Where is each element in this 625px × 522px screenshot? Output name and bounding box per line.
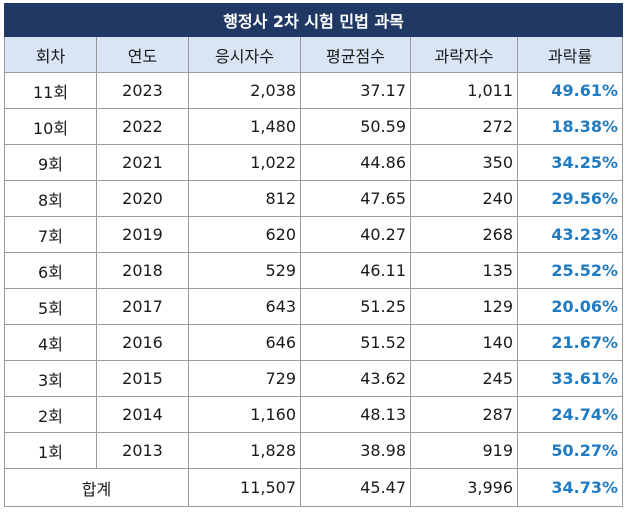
cell-fails: 272 bbox=[410, 108, 518, 145]
cell-average: 40.27 bbox=[300, 216, 411, 253]
cell-fails: 919 bbox=[410, 432, 518, 469]
cell-fail-rate: 25.52% bbox=[516, 252, 624, 289]
total-applicants: 11,507 bbox=[188, 468, 301, 507]
cell-fail-rate: 43.23% bbox=[516, 216, 624, 253]
cell-fails: 245 bbox=[410, 360, 518, 397]
total-fails: 3,996 bbox=[410, 468, 518, 507]
cell-fail-rate: 24.74% bbox=[516, 396, 624, 433]
cell-average: 44.86 bbox=[300, 144, 411, 181]
cell-average: 51.52 bbox=[300, 324, 411, 361]
cell-round: 8회 bbox=[4, 180, 97, 217]
cell-fails: 1,011 bbox=[410, 72, 518, 109]
table-row: 2회 2014 1,160 48.13 287 24.74% bbox=[4, 396, 624, 433]
table-row: 9회 2021 1,022 44.86 350 34.25% bbox=[4, 144, 624, 181]
exam-stats-table: 행정사 2차 시험 민법 과목 회차 연도 응시자수 평균점수 과락자수 과락률… bbox=[3, 3, 624, 507]
cell-year: 2017 bbox=[96, 288, 189, 325]
cell-round: 11회 bbox=[4, 72, 97, 109]
table-row: 6회 2018 529 46.11 135 25.52% bbox=[4, 252, 624, 289]
cell-fail-rate: 34.25% bbox=[516, 144, 624, 181]
header-applicants: 응시자수 bbox=[188, 36, 301, 73]
cell-average: 48.13 bbox=[300, 396, 411, 433]
cell-average: 47.65 bbox=[300, 180, 411, 217]
cell-applicants: 1,480 bbox=[188, 108, 301, 145]
cell-fail-rate: 33.61% bbox=[516, 360, 624, 397]
cell-average: 46.11 bbox=[300, 252, 411, 289]
cell-year: 2018 bbox=[96, 252, 189, 289]
cell-year: 2023 bbox=[96, 72, 189, 109]
cell-fails: 135 bbox=[410, 252, 518, 289]
header-round: 회차 bbox=[4, 36, 97, 73]
cell-year: 2021 bbox=[96, 144, 189, 181]
cell-year: 2014 bbox=[96, 396, 189, 433]
cell-applicants: 646 bbox=[188, 324, 301, 361]
cell-fails: 268 bbox=[410, 216, 518, 253]
table-title: 행정사 2차 시험 민법 과목 bbox=[3, 3, 624, 37]
header-fail-rate: 과락률 bbox=[516, 36, 624, 73]
cell-round: 7회 bbox=[4, 216, 97, 253]
cell-average: 43.62 bbox=[300, 360, 411, 397]
cell-applicants: 620 bbox=[188, 216, 301, 253]
cell-fail-rate: 49.61% bbox=[516, 72, 624, 109]
cell-round: 2회 bbox=[4, 396, 97, 433]
cell-year: 2013 bbox=[96, 432, 189, 469]
cell-year: 2016 bbox=[96, 324, 189, 361]
cell-fail-rate: 18.38% bbox=[516, 108, 624, 145]
cell-fail-rate: 50.27% bbox=[516, 432, 624, 469]
cell-year: 2019 bbox=[96, 216, 189, 253]
cell-round: 10회 bbox=[4, 108, 97, 145]
table-row: 1회 2013 1,828 38.98 919 50.27% bbox=[4, 432, 624, 469]
header-average: 평균점수 bbox=[300, 36, 411, 73]
cell-average: 38.98 bbox=[300, 432, 411, 469]
cell-average: 50.59 bbox=[300, 108, 411, 145]
cell-applicants: 1,022 bbox=[188, 144, 301, 181]
cell-year: 2020 bbox=[96, 180, 189, 217]
cell-fails: 350 bbox=[410, 144, 518, 181]
table-row: 5회 2017 643 51.25 129 20.06% bbox=[4, 288, 624, 325]
cell-applicants: 1,160 bbox=[188, 396, 301, 433]
cell-round: 4회 bbox=[4, 324, 97, 361]
cell-year: 2015 bbox=[96, 360, 189, 397]
cell-average: 51.25 bbox=[300, 288, 411, 325]
cell-applicants: 529 bbox=[188, 252, 301, 289]
cell-applicants: 1,828 bbox=[188, 432, 301, 469]
cell-applicants: 2,038 bbox=[188, 72, 301, 109]
cell-applicants: 643 bbox=[188, 288, 301, 325]
total-fail-rate: 34.73% bbox=[516, 468, 624, 507]
table-row: 7회 2019 620 40.27 268 43.23% bbox=[4, 216, 624, 253]
exam-table-container: 행정사 2차 시험 민법 과목 회차 연도 응시자수 평균점수 과락자수 과락률… bbox=[3, 3, 624, 507]
table-row: 3회 2015 729 43.62 245 33.61% bbox=[4, 360, 624, 397]
table-row: 8회 2020 812 47.65 240 29.56% bbox=[4, 180, 624, 217]
total-average: 45.47 bbox=[300, 468, 411, 507]
cell-applicants: 729 bbox=[188, 360, 301, 397]
total-label: 합계 bbox=[4, 468, 189, 507]
table-row: 4회 2016 646 51.52 140 21.67% bbox=[4, 324, 624, 361]
cell-round: 3회 bbox=[4, 360, 97, 397]
table-row: 11회 2023 2,038 37.17 1,011 49.61% bbox=[4, 72, 624, 109]
cell-fails: 129 bbox=[410, 288, 518, 325]
cell-round: 6회 bbox=[4, 252, 97, 289]
cell-applicants: 812 bbox=[188, 180, 301, 217]
total-row: 합계 11,507 45.47 3,996 34.73% bbox=[4, 468, 624, 507]
cell-round: 1회 bbox=[4, 432, 97, 469]
table-row: 10회 2022 1,480 50.59 272 18.38% bbox=[4, 108, 624, 145]
cell-round: 5회 bbox=[4, 288, 97, 325]
cell-fail-rate: 20.06% bbox=[516, 288, 624, 325]
cell-average: 37.17 bbox=[300, 72, 411, 109]
cell-fails: 140 bbox=[410, 324, 518, 361]
header-fails: 과락자수 bbox=[410, 36, 518, 73]
cell-fail-rate: 21.67% bbox=[516, 324, 624, 361]
header-row: 회차 연도 응시자수 평균점수 과락자수 과락률 bbox=[4, 36, 624, 73]
cell-round: 9회 bbox=[4, 144, 97, 181]
header-year: 연도 bbox=[96, 36, 189, 73]
cell-fails: 240 bbox=[410, 180, 518, 217]
cell-year: 2022 bbox=[96, 108, 189, 145]
cell-fail-rate: 29.56% bbox=[516, 180, 624, 217]
cell-fails: 287 bbox=[410, 396, 518, 433]
